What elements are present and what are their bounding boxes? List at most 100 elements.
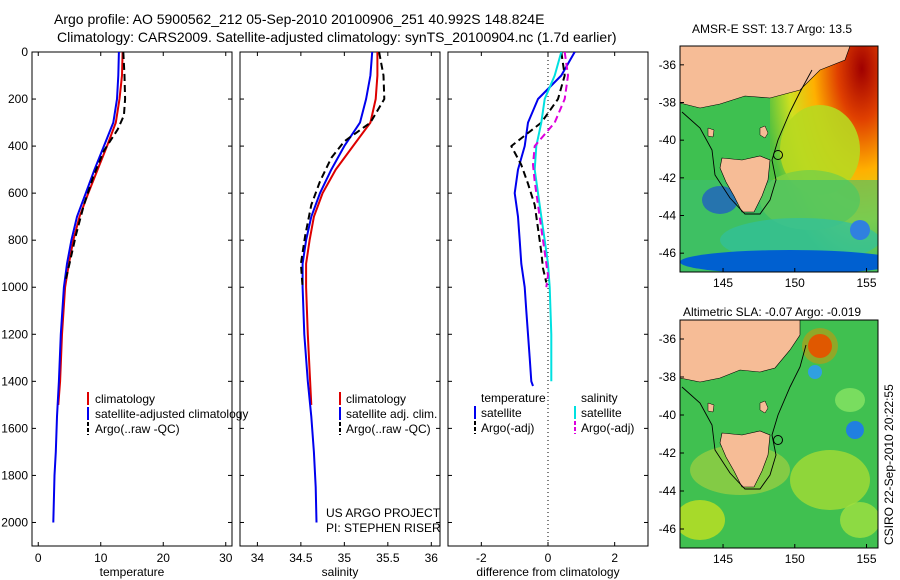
pi-annotation: PI: STEPHEN RISER: [326, 521, 441, 535]
king-island: [707, 402, 715, 413]
x-tick-label: 35: [338, 551, 352, 565]
axes-frame: [447, 51, 649, 547]
map-y-tick-label: -36: [659, 58, 677, 72]
legend-group-salinity: salinity: [581, 391, 618, 405]
y-tick-label: 200: [8, 92, 28, 106]
x-tick-label: 34: [251, 551, 265, 565]
legend-group-temperature: temperature: [481, 391, 546, 405]
legend-label-argo: Argo(..raw -QC): [95, 422, 180, 436]
legend-label-sal-satellite: satellite: [581, 406, 622, 420]
x-tick-label: 30: [219, 551, 233, 565]
sla-map: [680, 320, 878, 548]
y-tick-label: 800: [8, 233, 28, 247]
flinders-island: [759, 400, 769, 414]
legend-label-temp-argo: Argo(-adj): [481, 421, 534, 435]
x-axis-label: salinity: [322, 565, 359, 579]
x-axis-label: temperature: [100, 565, 165, 579]
series-line-climatology: [305, 52, 379, 405]
shelf-contour: [681, 344, 807, 490]
figure-title-line2: Climatology: CARS2009. Satellite-adjuste…: [57, 29, 617, 45]
salinity-legend: climatology satellite adj. clim. Argo(..…: [339, 392, 437, 436]
x-tick-label: 35.5: [376, 551, 400, 565]
flinders-island: [759, 125, 769, 139]
map-y-tick-label: -46: [659, 246, 677, 260]
x-tick-label: 36: [425, 551, 439, 565]
x-tick-label: 0: [545, 551, 552, 565]
sla-map-title: Altimetric SLA: -0.07 Argo: -0.019: [683, 305, 861, 319]
series-line-argo-raw-qc: [299, 52, 386, 288]
argo-position-marker: [773, 435, 783, 445]
legend-label-sal-argo: Argo(-adj): [581, 421, 634, 435]
x-tick-label: 10: [94, 551, 108, 565]
map-y-tick-label: -40: [659, 408, 677, 422]
x-tick-label: -2: [476, 551, 487, 565]
map-y-tick-label: -38: [659, 370, 677, 384]
legend-label-satellite-adj-clim: satellite adj. clim.: [346, 407, 437, 421]
legend-label-climatology: climatology: [95, 392, 155, 406]
temperature-legend: climatology satellite-adjusted climatolo…: [87, 392, 248, 436]
temperature-panel: 0 10 20 30 0 200 400 600 800 1000 1200 1400 1600 1800…: [1, 45, 232, 579]
x-axis-label: difference from climatology: [476, 565, 619, 579]
difference-legend: temperature satellite Argo(-adj) salinit…: [474, 391, 634, 435]
sst-map-title: AMSR-E SST: 13.7 Argo: 13.5: [692, 22, 852, 36]
legend-label-climatology: climatology: [346, 392, 406, 406]
y-tick-label: 1600: [1, 421, 28, 435]
map-x-tick-label: 155: [857, 552, 877, 566]
plot-area: [299, 52, 386, 523]
series-line-temperature-argo-adj: [510, 52, 566, 283]
series-line-salinity-argo-adj: [532, 52, 569, 288]
series-line-satellite-adj-clim: [301, 52, 374, 523]
legend-label-satellite-adjusted: satellite-adjusted climatology: [95, 407, 248, 421]
mainland-coast: [680, 46, 851, 109]
series-line-climatology: [57, 52, 124, 405]
sst-map: [680, 46, 878, 272]
axes-frame: [239, 51, 441, 547]
x-tick-label: 2: [611, 551, 618, 565]
axes-frame: [31, 51, 233, 547]
series-line-temperature-satellite: [513, 52, 576, 387]
map-x-tick-label: 150: [785, 552, 805, 566]
x-tick-label: 34.5: [289, 551, 313, 565]
mainland-coast: [680, 320, 801, 383]
series-line-satellite-adjusted-climatology: [52, 52, 120, 523]
plot-area: [52, 52, 127, 523]
x-tick-label: 20: [157, 551, 171, 565]
y-tick-label: 2000: [1, 515, 28, 529]
map-x-tick-label: 145: [713, 552, 733, 566]
series-line-salinity-satellite: [533, 52, 563, 382]
plot-area: [510, 52, 576, 387]
sst-map-axes: 145 150 155 -36 -38 -40 -42 -44 -46: [659, 58, 877, 290]
map-x-tick-label: 145: [713, 276, 733, 290]
y-tick-label: 400: [8, 139, 28, 153]
y-tick-label: 1000: [1, 280, 28, 294]
map-y-tick-label: -36: [659, 332, 677, 346]
y-tick-label: 600: [8, 186, 28, 200]
figure-title-line1: Argo profile: AO 5900562_212 05-Sep-2010…: [54, 11, 544, 27]
map-y-tick-label: -40: [659, 133, 677, 147]
project-annotation: US ARGO PROJECT: [326, 506, 441, 520]
y-tick-label: 1400: [1, 374, 28, 388]
y-tick-label: 1800: [1, 468, 28, 482]
y-tick-label: 1200: [1, 327, 28, 341]
king-island: [707, 127, 715, 138]
tasmania-island: [719, 430, 771, 488]
argo-position-marker: [773, 150, 783, 160]
map-x-tick-label: 150: [785, 276, 805, 290]
legend-label-temp-satellite: satellite: [481, 406, 522, 420]
map-y-tick-label: -38: [659, 96, 677, 110]
map-y-tick-label: -46: [659, 522, 677, 536]
y-tick-label: 0: [21, 45, 28, 59]
shelf-contour: [681, 69, 813, 215]
sla-map-axes: 145 150 155 -36 -38 -40 -42 -44 -46: [659, 332, 877, 566]
map-y-tick-label: -42: [659, 171, 677, 185]
map-y-tick-label: -44: [659, 484, 677, 498]
salinity-panel: 34 34.5 35 35.5 36 salinity: [239, 51, 441, 579]
legend-label-argo: Argo(..raw -QC): [346, 422, 431, 436]
map-x-tick-label: 155: [857, 276, 877, 290]
x-tick-label: 0: [35, 551, 42, 565]
map-y-tick-label: -42: [659, 446, 677, 460]
credit-text: CSIRO 22-Sep-2010 20:22:55: [882, 384, 896, 545]
map-y-tick-label: -44: [659, 209, 677, 223]
